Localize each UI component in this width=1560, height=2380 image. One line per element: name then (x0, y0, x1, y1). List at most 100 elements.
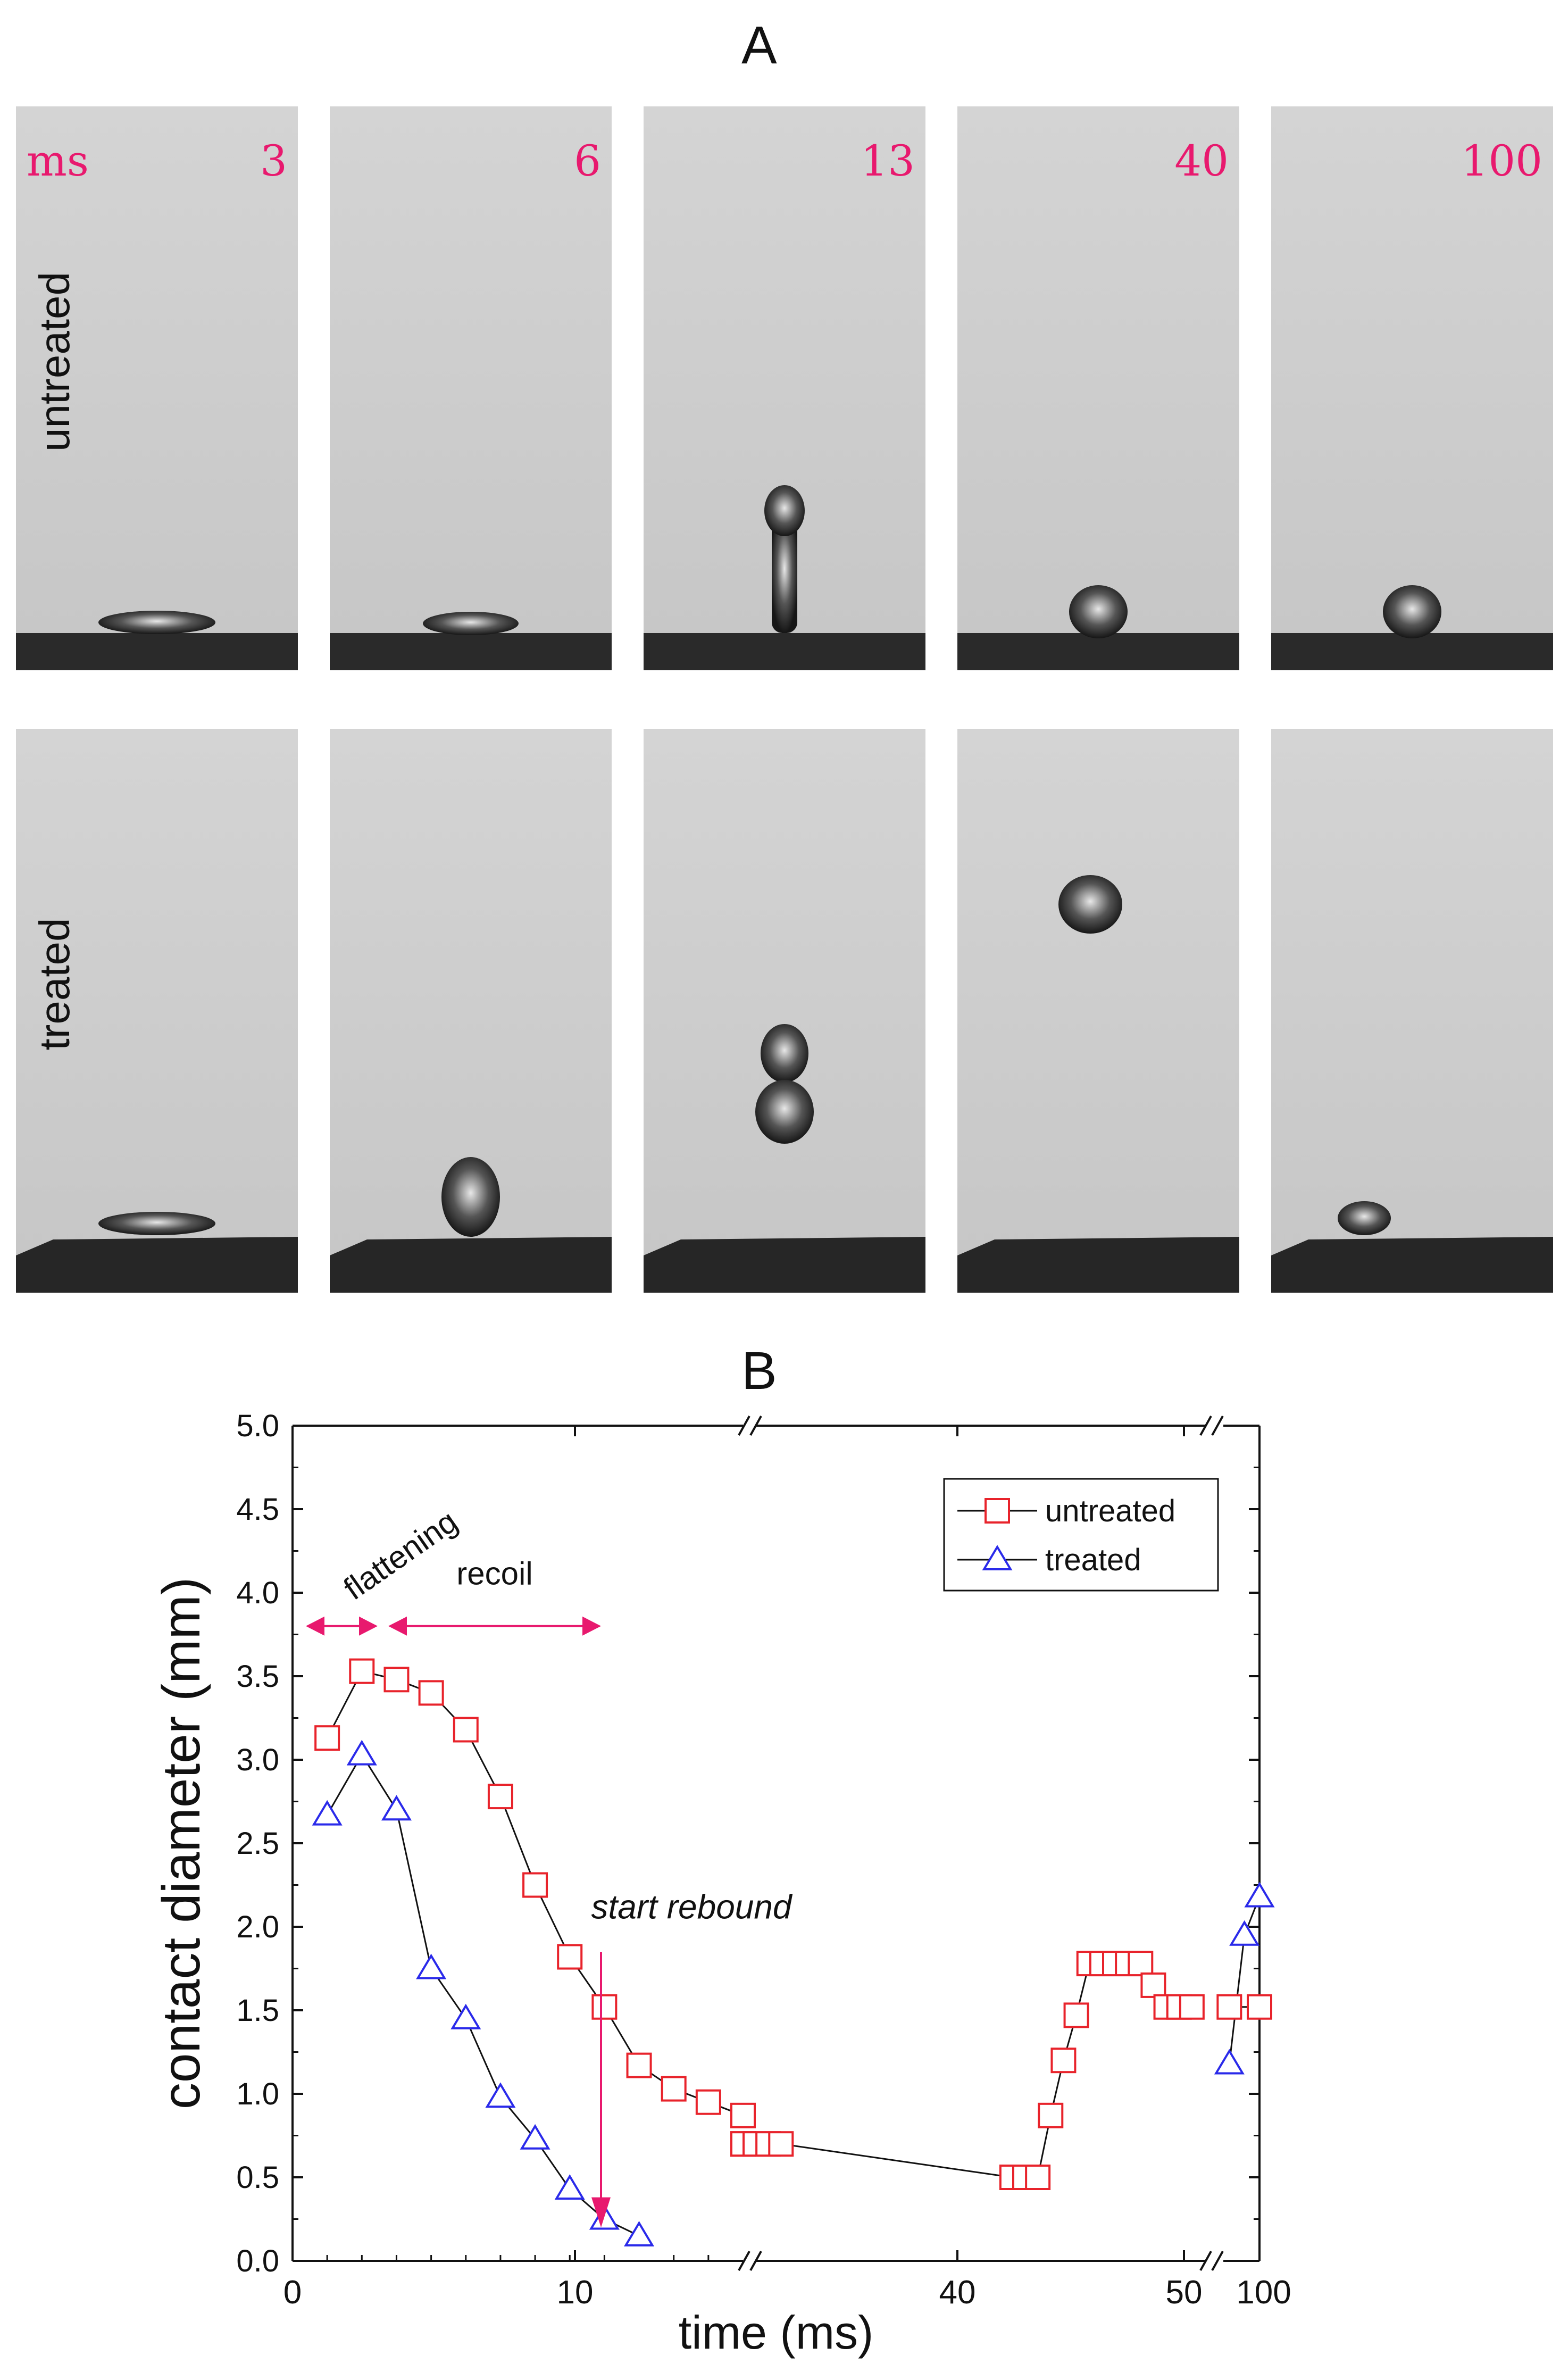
droplet (98, 611, 215, 634)
substrate-surface (16, 1237, 298, 1293)
data-point-untreated (1038, 2102, 1064, 2128)
data-point-treated (451, 2003, 481, 2029)
axis-break-mark (1211, 2251, 1224, 2271)
data-point-untreated (1128, 1951, 1154, 1977)
data-point-treated (1214, 2049, 1245, 2075)
photo-frame-untreated-40: 40 (957, 106, 1239, 670)
legend-box (943, 1478, 1219, 1592)
x-axis-label: time (ms) (679, 2306, 874, 2359)
flattening-arrow-head (359, 1616, 378, 1636)
substrate-surface (644, 633, 925, 670)
axis-break-mark (1199, 1416, 1212, 1436)
substrate-surface (330, 633, 612, 670)
axis-break-mark (1199, 2251, 1212, 2271)
data-point-untreated (418, 1680, 444, 1706)
legend-label-untreated: untreated (1045, 1494, 1175, 1528)
y-tick-label: 4.0 (236, 1576, 279, 1610)
data-point-untreated (557, 1944, 583, 1970)
droplet (423, 612, 519, 635)
contact-diameter-chart: 0.0 0.5 1.0 1.5 2.0 2.5 3.0 3.5 4.0 4.5 5.0 0 10 40 50… (152, 1409, 1291, 2359)
photo-frame-untreated-3: 3 ms (16, 106, 298, 670)
data-point-untreated (1247, 1994, 1272, 2020)
substrate-surface (1271, 1237, 1553, 1293)
y-tick-label: 0.0 (236, 2244, 279, 2278)
y-tick-label: 5.0 (236, 1409, 279, 1443)
droplet (98, 1212, 215, 1235)
y-tick-label: 2.0 (236, 1910, 279, 1944)
droplet (755, 1080, 814, 1144)
y-tick-label: 1.0 (236, 2077, 279, 2111)
row-label-treated: treated (31, 918, 78, 1050)
data-point-untreated (626, 2052, 652, 2078)
x-tick-label: 40 (939, 2274, 976, 2311)
substrate-surface (957, 1237, 1239, 1293)
x-tick-label: 10 (557, 2274, 594, 2311)
flattening-arrow-head (306, 1616, 324, 1636)
frame-background (1271, 106, 1553, 670)
start-rebound-label: start rebound (591, 1887, 793, 1926)
data-point-treated (624, 2220, 655, 2246)
data-point-untreated (383, 1667, 410, 1693)
axis-break-mark (738, 1416, 750, 1436)
legend-marker-untreated (985, 1498, 1010, 1524)
y-tick-label: 0.5 (236, 2160, 279, 2195)
data-point-untreated (1216, 1994, 1242, 2020)
data-point-untreated (768, 2131, 794, 2157)
substrate-surface (16, 633, 298, 670)
substrate-surface (957, 633, 1239, 670)
axis-break-mark (749, 2251, 762, 2271)
data-point-treated (346, 1740, 377, 1766)
droplet (1383, 585, 1441, 638)
axis-break-mark (749, 1416, 762, 1436)
y-tick-label: 1.5 (236, 1993, 279, 2028)
droplet (772, 516, 797, 633)
recoil-arrow-head (388, 1616, 407, 1636)
data-point-untreated (522, 1872, 548, 1898)
data-point-untreated (1140, 1972, 1166, 1998)
data-point-treated (485, 2082, 516, 2108)
photo-frame-treated-6 (330, 729, 612, 1293)
flattening-label: flattening (337, 1503, 464, 1607)
photo-frame-treated-40 (957, 729, 1239, 1293)
data-point-untreated (591, 1994, 618, 2020)
data-point-untreated (349, 1658, 375, 1684)
frame-background (330, 106, 612, 670)
x-tick-label: 50 (1166, 2274, 1203, 2311)
substrate-surface (330, 1237, 612, 1293)
y-axis-label: contact diameter (mm) (152, 1577, 211, 2109)
data-point-treated (1229, 1920, 1260, 1946)
x-tick-label: 0 (283, 2274, 302, 2311)
axis-break-mark (738, 2251, 750, 2271)
frame-background (16, 106, 298, 670)
frame-background (644, 729, 925, 1293)
photo-frame-untreated-6: 6 (330, 106, 612, 670)
series-line-untreated (743, 1962, 1192, 2178)
x-tick-label: 100 (1236, 2274, 1291, 2311)
data-point-treated (416, 1953, 447, 1979)
frame-background (957, 729, 1239, 1293)
photo-frame-untreated-13: 13 (644, 106, 925, 670)
photo-frame-treated-3 (16, 729, 298, 1293)
data-point-untreated (1025, 2165, 1051, 2190)
recoil-label: recoil (456, 1555, 532, 1591)
droplet (1338, 1201, 1391, 1235)
time-label: 100 (1461, 136, 1542, 186)
data-point-untreated (1179, 1994, 1205, 2020)
legend-marker-treated (982, 1545, 1013, 1570)
substrate-surface (1271, 633, 1553, 670)
panel-a-label: A (741, 15, 777, 75)
data-point-treated (312, 1800, 343, 1826)
photo-frame-treated-13 (644, 729, 925, 1293)
data-point-untreated (695, 2089, 721, 2115)
data-point-untreated (453, 1717, 479, 1743)
frame-background (16, 729, 298, 1293)
droplet (761, 1024, 808, 1083)
data-point-untreated (1050, 2048, 1077, 2074)
photo-grid: 3 ms 6 13 40 100 untreated treated (16, 106, 1553, 1293)
recoil-arrow-head (582, 1616, 601, 1636)
droplet (764, 485, 805, 536)
row-label-untreated: untreated (31, 272, 78, 452)
photo-frame-untreated-100: 100 (1271, 106, 1553, 670)
data-point-untreated (730, 2102, 756, 2128)
y-tick-label: 3.0 (236, 1743, 279, 1777)
